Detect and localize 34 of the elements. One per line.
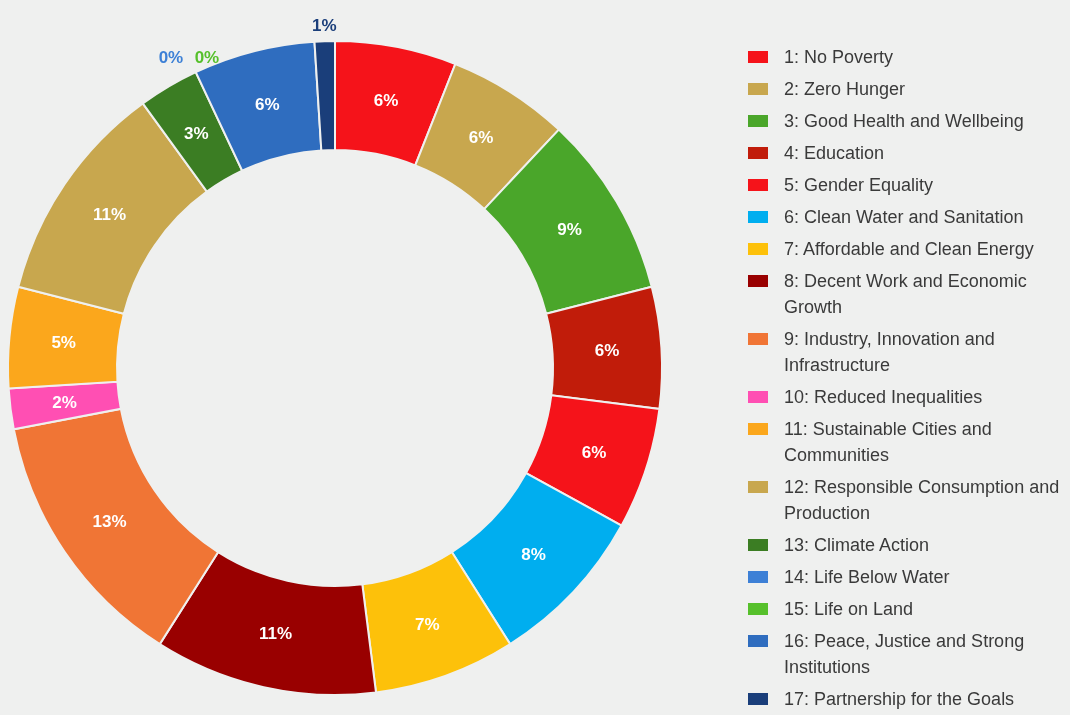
legend-label: 11: Sustainable Cities and Communities: [784, 418, 993, 467]
data-label: 5%: [51, 332, 76, 352]
data-label: 9%: [557, 219, 582, 239]
legend-label: 15: Life on Land: [784, 598, 914, 621]
legend-label: 16: Peace, Justice and Strong Institutions: [784, 630, 1026, 679]
data-label: 13%: [92, 511, 127, 531]
legend-label: 10: Reduced Inequalities: [784, 386, 983, 409]
legend-label: 4: Education: [784, 142, 885, 165]
data-label: 11%: [93, 205, 127, 225]
legend-label: 5: Gender Equality: [784, 174, 934, 197]
data-label: 7%: [415, 614, 440, 634]
data-label: 6%: [594, 341, 620, 361]
data-label: 1%: [311, 15, 337, 35]
legend-label: 2: Zero Hunger: [784, 78, 906, 101]
legend-label: 14: Life Below Water: [784, 566, 950, 589]
legend-label: 1: No Poverty: [784, 46, 894, 69]
data-label: 11%: [259, 624, 293, 644]
legend-label: 6: Clean Water and Sanitation: [784, 206, 1024, 229]
legend-label: 9: Industry, Innovation and Infrastructure: [784, 328, 996, 377]
legend-label: 3: Good Health and Wellbeing: [784, 110, 1024, 133]
legend-label: 12: Responsible Consumption and Production: [784, 476, 1061, 525]
data-label: 6%: [373, 90, 399, 110]
legend-label: 7: Affordable and Clean Energy: [784, 238, 1034, 261]
data-label: 8%: [521, 545, 546, 565]
legend-label: 13: Climate Action: [784, 534, 930, 557]
legend-label: 17: Partnership for the Goals: [784, 688, 1015, 711]
data-label: 3%: [184, 123, 209, 143]
legend-label: 8: Decent Work and Economic Growth: [784, 270, 1028, 319]
text: 0%: [194, 48, 220, 68]
data-label: 6%: [468, 128, 494, 148]
data-label: 6%: [581, 442, 607, 462]
text: 0%: [158, 48, 184, 68]
data-label: 2%: [52, 392, 77, 412]
data-label: 6%: [254, 94, 280, 114]
